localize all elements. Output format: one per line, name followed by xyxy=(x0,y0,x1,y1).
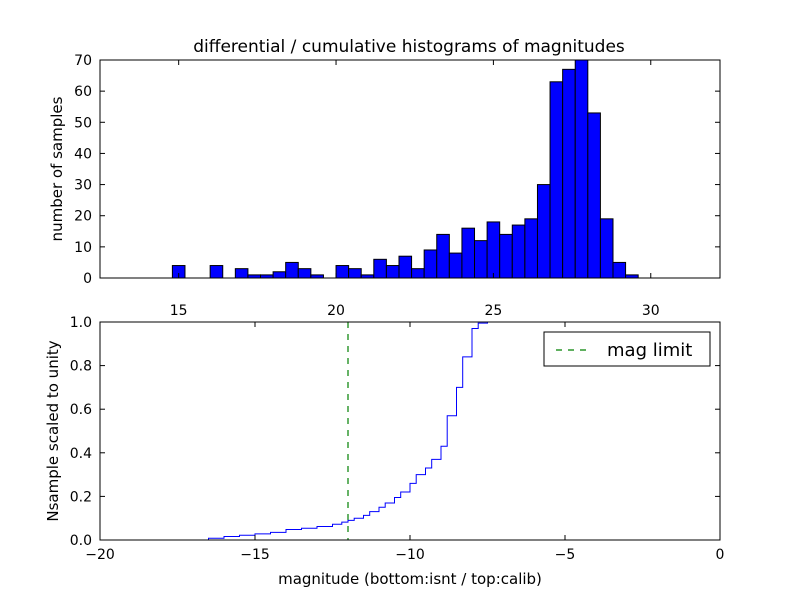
y-tick-label: 0.6 xyxy=(70,402,92,418)
histogram-bar xyxy=(562,68,576,279)
x-tick-label: −15 xyxy=(240,547,270,563)
histogram-bars xyxy=(171,59,639,279)
y-tick-label: 0.8 xyxy=(70,359,92,375)
legend-label-mag-limit: mag limit xyxy=(607,340,692,361)
histogram-bar xyxy=(285,261,299,279)
histogram-bar xyxy=(373,258,387,279)
histogram-bar xyxy=(448,252,463,279)
histogram-bar xyxy=(398,255,413,279)
histogram-bar xyxy=(474,240,488,279)
y-tick-label: 1.0 xyxy=(70,315,92,331)
histogram-bar xyxy=(549,81,564,279)
y-tick-label: 70 xyxy=(74,53,92,69)
top-x-ticks: 15 20 25 30 xyxy=(170,60,660,319)
x-tick-label: 30 xyxy=(642,303,660,319)
cumulative-step-line xyxy=(100,322,488,541)
legend: mag limit xyxy=(543,331,711,367)
y-tick-label: 40 xyxy=(74,146,92,162)
legend-box xyxy=(543,331,711,367)
y-tick-label: 60 xyxy=(74,84,92,100)
histogram-bar xyxy=(411,268,425,279)
y-tick-label: 50 xyxy=(74,115,92,131)
x-tick-label: −20 xyxy=(85,547,115,563)
histogram-bar xyxy=(574,59,589,279)
histogram-bar xyxy=(209,265,224,279)
histogram-bar xyxy=(511,224,526,279)
histogram-bar xyxy=(461,227,476,279)
top-plot-frame xyxy=(99,59,721,279)
y-tick-label: 0.0 xyxy=(70,533,92,549)
histogram-bar xyxy=(486,221,501,279)
x-tick-label: 20 xyxy=(327,303,345,319)
x-tick-label: −10 xyxy=(395,547,425,563)
chart-title: differential / cumulative histograms of … xyxy=(193,37,625,57)
histogram-bar xyxy=(234,268,249,279)
bottom-y-ticks: 0.0 0.2 0.4 0.6 0.8 1.0 xyxy=(70,315,720,549)
histogram-bar xyxy=(297,268,312,279)
y-tick-label: 0.2 xyxy=(70,489,92,505)
top-y-ticks: 0 10 20 30 40 50 60 70 xyxy=(74,53,720,287)
histogram-bar xyxy=(348,268,362,279)
series-line xyxy=(100,322,488,541)
differential-histogram-panel: differential / cumulative histograms of … xyxy=(48,37,721,319)
x-tick-label: 0 xyxy=(716,547,725,563)
y-tick-label: 10 xyxy=(74,240,92,256)
bottom-x-ticks: −20 −15 −10 −5 0 xyxy=(85,322,724,563)
bottom-y-axis-label: Nsample scaled to unity xyxy=(44,340,62,521)
x-tick-label: 15 xyxy=(170,303,188,319)
histogram-bar xyxy=(499,233,513,279)
y-tick-label: 20 xyxy=(74,209,92,225)
y-tick-label: 0.4 xyxy=(70,446,92,462)
histogram-bar xyxy=(599,218,614,279)
x-tick-label: 25 xyxy=(484,303,502,319)
histogram-bar xyxy=(612,261,627,279)
histogram-bar xyxy=(587,112,601,279)
histogram-bar xyxy=(423,249,438,279)
histogram-bar xyxy=(272,271,287,279)
histogram-bar xyxy=(385,265,400,279)
histogram-bar xyxy=(436,233,450,279)
histogram-bar xyxy=(524,218,538,279)
top-y-axis-label: number of samples xyxy=(48,96,66,241)
x-tick-label: −5 xyxy=(555,547,576,563)
bottom-x-axis-label: magnitude (bottom:isnt / top:calib) xyxy=(278,570,542,588)
y-tick-label: 0 xyxy=(83,271,92,287)
histogram-bar xyxy=(335,265,350,279)
y-tick-label: 30 xyxy=(74,178,92,194)
cumulative-histogram-panel: −20 −15 −10 −5 0 0.0 0.2 0.4 0.6 0.8 1.0 magnitud… xyxy=(44,315,724,588)
histogram-bar xyxy=(536,184,551,279)
